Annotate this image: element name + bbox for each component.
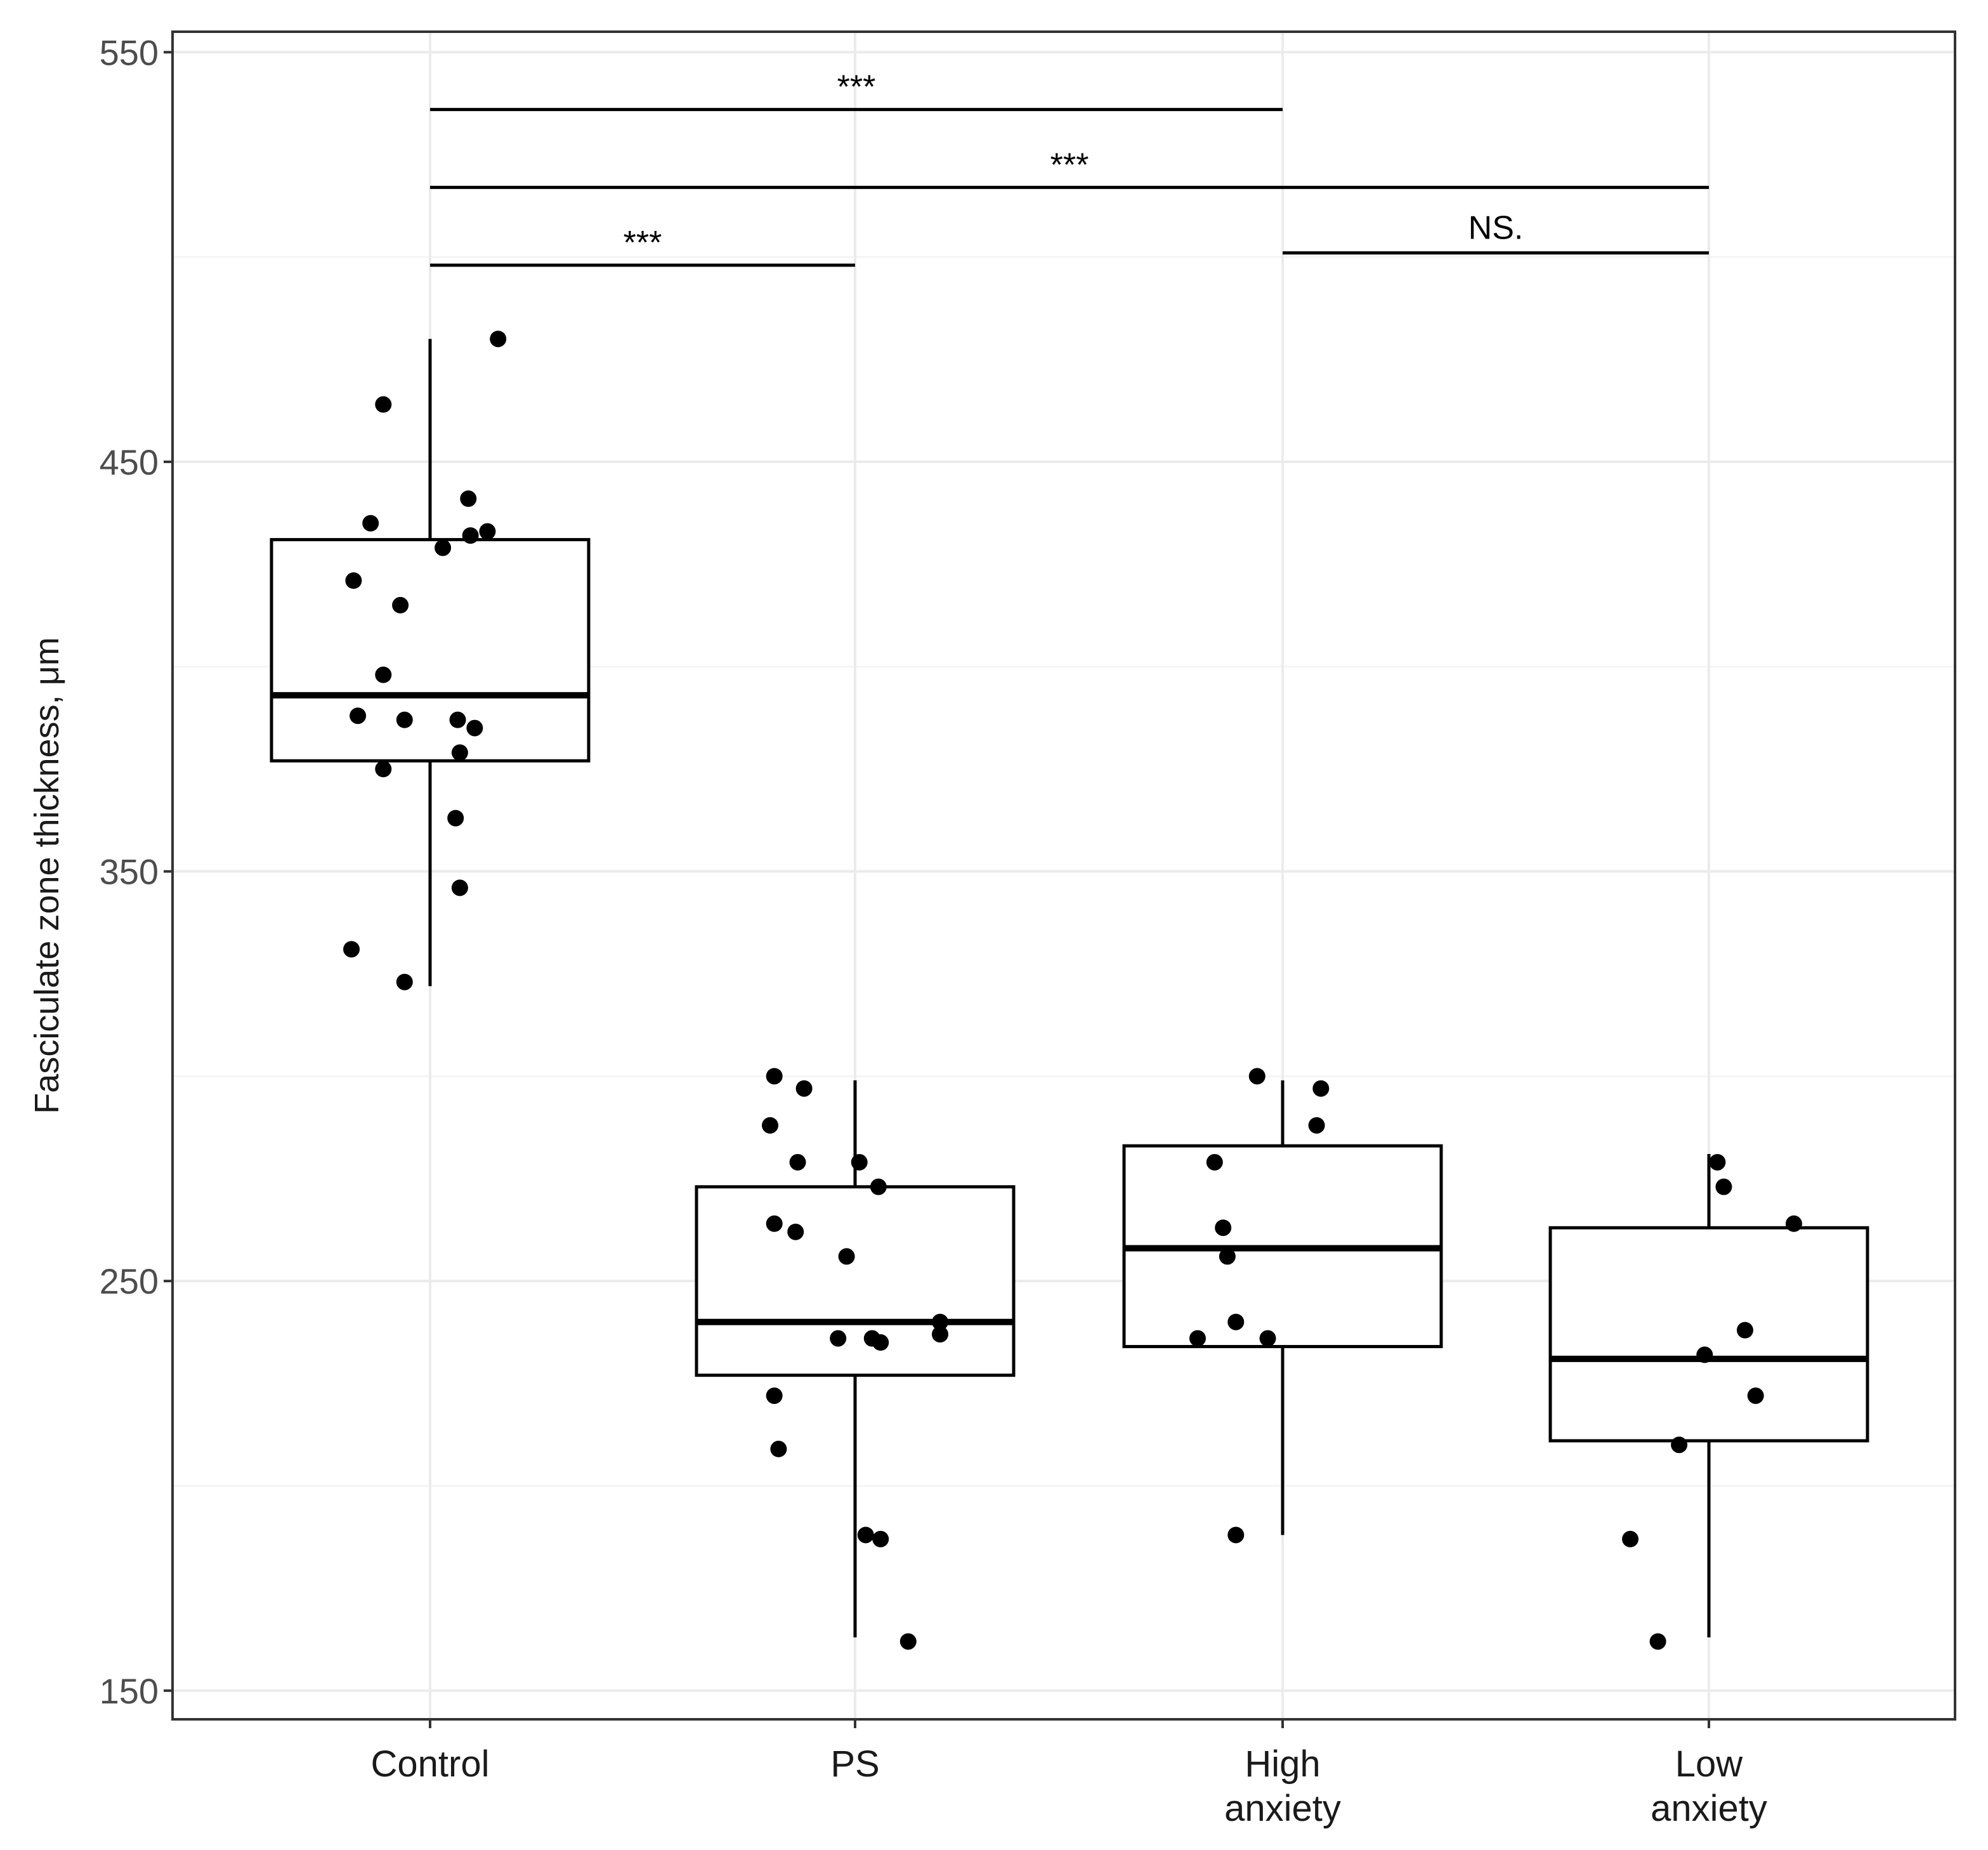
data-point-control <box>451 879 468 896</box>
data-point-ps <box>789 1153 806 1171</box>
data-point-ps <box>872 1334 889 1351</box>
interquartile-box <box>270 538 591 763</box>
data-point-control <box>375 396 392 413</box>
box-plots <box>270 339 1869 1637</box>
y-tick-label: 250 <box>100 1261 159 1301</box>
data-point-high-anxiety <box>1227 1313 1245 1330</box>
plot-panel-background <box>173 32 1955 1719</box>
data-point-control <box>345 572 362 589</box>
data-point-ps <box>830 1330 847 1347</box>
box-ps <box>695 1080 1016 1637</box>
data-point-high-anxiety <box>1259 1330 1276 1347</box>
x-tick-label-high-anxiety: anxiety <box>1224 1788 1341 1829</box>
significance-label: NS. <box>1468 210 1524 247</box>
data-point-low-anxiety <box>1696 1346 1713 1363</box>
data-point-control <box>375 761 392 778</box>
data-point-control <box>435 539 452 556</box>
data-point-low-anxiety <box>1671 1436 1688 1453</box>
plot-panel-border <box>171 30 1956 1721</box>
data-point-control <box>490 331 507 348</box>
data-point-ps <box>795 1080 813 1097</box>
significance-brackets: *** *** *** NS. <box>430 69 1709 267</box>
box-low-anxiety <box>1548 1154 1869 1637</box>
data-point-ps <box>770 1440 787 1457</box>
data-point-ps <box>857 1526 874 1544</box>
data-point-ps <box>838 1248 855 1265</box>
data-point-low-anxiety <box>1709 1153 1726 1171</box>
data-point-control <box>343 941 360 958</box>
data-point-control <box>479 523 496 540</box>
box-high-anxiety <box>1122 1080 1443 1535</box>
y-tick-label: 550 <box>100 32 159 72</box>
data-point-ps <box>899 1633 917 1650</box>
data-point-low-anxiety <box>1649 1633 1666 1650</box>
data-point-control <box>466 719 483 737</box>
data-point-control <box>375 666 392 683</box>
data-point-control <box>451 744 468 761</box>
data-point-high-anxiety <box>1312 1080 1330 1097</box>
y-tick-label: 450 <box>100 442 159 482</box>
y-tick-label: 150 <box>100 1671 159 1711</box>
data-point-control <box>396 711 413 728</box>
data-point-ps <box>787 1223 804 1240</box>
data-point-ps <box>766 1387 783 1404</box>
data-point-control <box>396 973 413 990</box>
data-point-ps <box>872 1530 889 1547</box>
data-point-ps <box>766 1068 783 1085</box>
data-point-high-anxiety <box>1189 1330 1206 1347</box>
data-point-control <box>362 515 379 532</box>
data-point-ps <box>762 1117 778 1134</box>
y-axis-title: Fasciculate zone thickness, μm <box>28 637 66 1113</box>
x-tick-label-high-anxiety: High <box>1245 1743 1320 1785</box>
data-point-ps <box>870 1178 887 1195</box>
interquartile-box <box>1548 1226 1869 1443</box>
data-point-low-anxiety <box>1786 1215 1802 1232</box>
data-point-low-anxiety <box>1715 1178 1732 1195</box>
data-point-control <box>350 707 367 725</box>
data-point-high-anxiety <box>1227 1526 1245 1544</box>
y-tick-label: 350 <box>100 852 159 892</box>
data-point-control <box>462 527 479 544</box>
data-point-control <box>449 711 466 728</box>
data-point-control <box>447 810 464 827</box>
data-point-high-anxiety <box>1206 1153 1223 1171</box>
interquartile-box <box>695 1185 1016 1377</box>
x-tick-label-ps: PS <box>830 1743 879 1785</box>
data-point-low-anxiety <box>1736 1322 1753 1339</box>
data-point-ps <box>851 1153 868 1171</box>
data-point-low-anxiety <box>1747 1387 1764 1404</box>
x-tick-label-control: Control <box>371 1743 490 1785</box>
x-tick-label-low-anxiety: anxiety <box>1651 1788 1767 1829</box>
data-point-low-anxiety <box>1622 1530 1639 1547</box>
data-point-control <box>392 596 409 613</box>
data-point-control <box>460 490 477 508</box>
data-point-ps <box>932 1326 948 1343</box>
significance-label: *** <box>624 225 662 261</box>
data-point-high-anxiety <box>1219 1248 1236 1265</box>
significance-label: *** <box>837 69 876 106</box>
data-point-ps <box>932 1313 948 1330</box>
data-points <box>343 331 1802 1650</box>
box-control <box>270 339 591 987</box>
x-tick-label-low-anxiety: Low <box>1675 1743 1744 1785</box>
data-point-high-anxiety <box>1215 1219 1232 1237</box>
data-point-ps <box>766 1215 783 1232</box>
data-point-high-anxiety <box>1308 1117 1325 1134</box>
significance-label: *** <box>1050 147 1089 183</box>
data-point-high-anxiety <box>1248 1068 1265 1085</box>
